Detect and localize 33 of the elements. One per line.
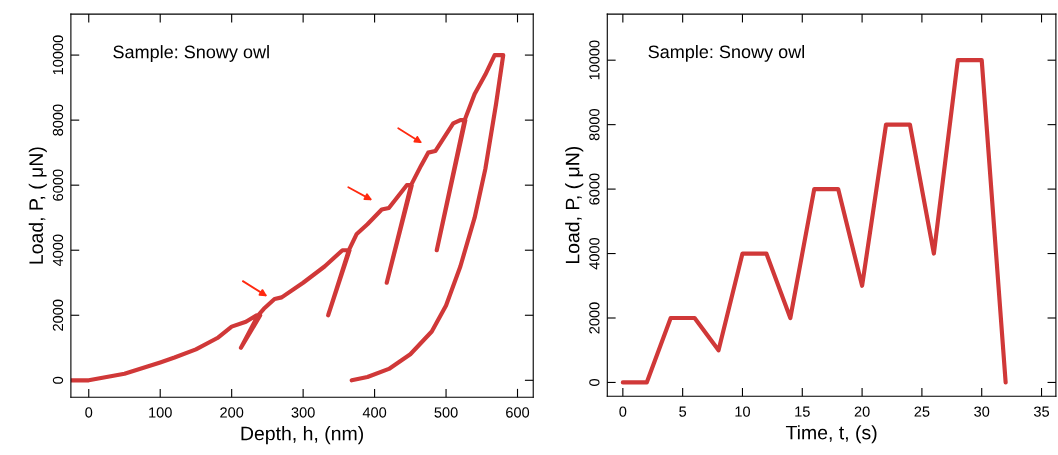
x-tick-label: 400 (362, 407, 387, 418)
x-tick-label: 100 (149, 407, 172, 418)
x-tick-label: 10 (735, 406, 751, 417)
y-tick-label: 8000 (52, 104, 64, 136)
x-tick-label: 30 (974, 406, 990, 417)
y-tick-label: 4000 (52, 234, 64, 267)
y-tick-label: 4000 (589, 237, 600, 270)
y-tick-label: 0 (589, 378, 600, 386)
y-tick-label: 6000 (52, 169, 64, 201)
x-axis-title: Depth, h, (nm) (241, 426, 363, 445)
x-tick-label: 5 (679, 406, 687, 417)
y-tick-label: 10000 (52, 35, 64, 75)
x-tick-label: 35 (1033, 406, 1050, 417)
x-tick-label: 500 (434, 407, 458, 418)
y-tick-label: 2000 (589, 302, 600, 334)
y-tick-label: 0 (52, 376, 64, 384)
annotation: Sample: Snowy owl (648, 44, 805, 62)
x-tick-label: 600 (506, 407, 530, 418)
x-tick-label: 0 (85, 407, 93, 418)
annotation: Sample: Snowy owl (113, 45, 269, 62)
y-tick-label: 2000 (52, 299, 64, 331)
x-tick-label: 15 (795, 406, 810, 417)
x-tick-label: 300 (291, 407, 315, 418)
y-axis-title: Load, P, ( μN) (565, 146, 584, 264)
x-axis-title: Time, t, (s) (785, 425, 877, 444)
x-tick-label: 200 (220, 407, 244, 418)
y-tick-label: 6000 (589, 173, 600, 205)
y-tick-label: 10000 (589, 40, 600, 80)
x-tick-label: 0 (619, 406, 627, 417)
x-tick-label: 20 (854, 406, 870, 417)
y-tick-label: 8000 (589, 108, 600, 141)
y-axis-title: Load, P, ( μN) (28, 147, 47, 264)
x-tick-label: 25 (914, 406, 930, 417)
